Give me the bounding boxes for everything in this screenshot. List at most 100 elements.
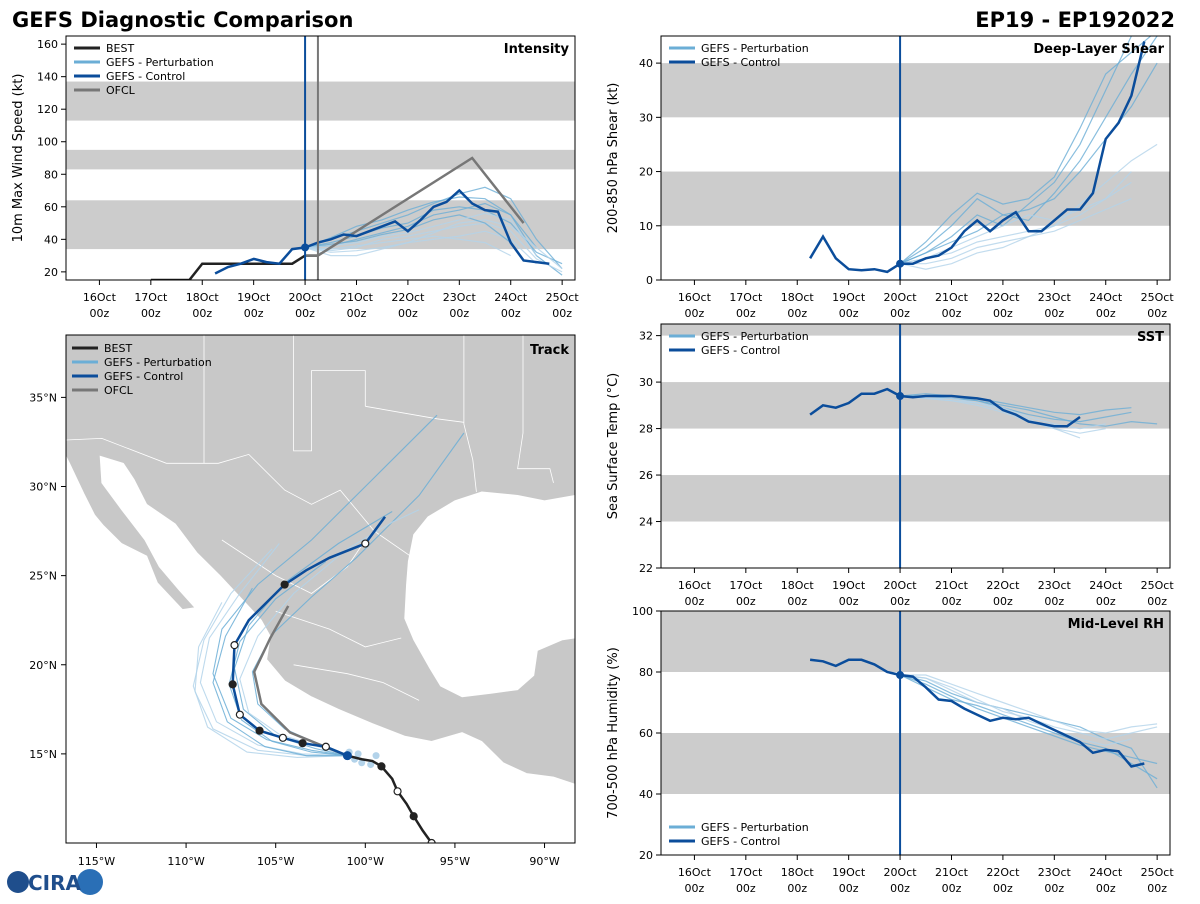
plot-area (66, 36, 575, 280)
y-tick-label: 15°N (29, 748, 57, 761)
y-tick-label: 25°N (29, 570, 57, 583)
legend-label-control: GEFS - Control (701, 344, 780, 357)
x-tick-hour: 00z (398, 307, 418, 320)
current-position (342, 751, 352, 761)
y-tick-label: 30°N (29, 481, 57, 494)
y-tick-label: 28 (639, 423, 653, 436)
x-tick-day: 17Oct (134, 291, 168, 304)
x-tick-day: 16Oct (678, 579, 712, 592)
x-tick-hour: 00z (942, 307, 962, 320)
perturbation-point (354, 750, 362, 758)
x-tick-day: 23Oct (1038, 866, 1072, 879)
x-tick-day: 17Oct (729, 579, 763, 592)
plot-area (661, 324, 1170, 568)
x-tick-day: 20Oct (884, 579, 918, 592)
legend-label-perturbation: GEFS - Perturbation (701, 330, 809, 343)
legend-label-perturbation: GEFS - Perturbation (106, 56, 214, 69)
storm-id-title: EP19 - EP192022 (975, 8, 1175, 32)
shear-panel: 0 10 20 30 40 16Oct 00z 17Oct 00z 18Oct 00z 19Oct 00… (606, 35, 1174, 320)
perturbation-line (899, 36, 1158, 265)
x-tick-day: 21Oct (935, 579, 969, 592)
x-tick-day: 24Oct (1089, 866, 1123, 879)
threshold-band (661, 324, 1170, 336)
x-tick-hour: 00z (787, 307, 807, 320)
figure-title: GEFS Diagnostic Comparison (12, 8, 353, 32)
x-tick-hour: 00z (839, 307, 859, 320)
x-tick-day: 16Oct (678, 291, 712, 304)
x-tick-label: 95°W (440, 855, 470, 868)
control-track-point (278, 733, 287, 742)
x-tick-hour: 00z (552, 307, 572, 320)
perturbation-point (367, 761, 375, 769)
x-tick-day: 17Oct (729, 866, 763, 879)
perturbation-track (228, 560, 348, 757)
best-track (347, 754, 433, 843)
perturbation-line (899, 181, 1132, 270)
x-tick-hour: 00z (839, 595, 859, 608)
threshold-band (66, 149, 575, 170)
panel-title: Deep-Layer Shear (1033, 42, 1164, 57)
control-track-point (361, 539, 370, 548)
x-tick-hour: 00z (1147, 307, 1167, 320)
x-tick-hour: 00z (347, 307, 367, 320)
perturbation-line (899, 674, 1158, 780)
control-track-point (235, 710, 244, 719)
threshold-band (661, 382, 1170, 429)
best-track-point (377, 762, 386, 771)
x-tick-hour: 00z (736, 307, 756, 320)
x-tick-hour: 00z (890, 595, 910, 608)
y-tick-label: 40 (639, 788, 653, 801)
y-tick-label: 120 (37, 103, 58, 116)
x-tick-hour: 00z (141, 307, 161, 320)
x-tick-day: 16Oct (678, 866, 712, 879)
land-mass (66, 335, 575, 785)
axes-frame (65, 35, 576, 281)
x-tick-hour: 00z (1096, 882, 1116, 895)
perturbation-line (304, 219, 563, 270)
x-tick-label: 115°W (78, 855, 115, 868)
map-area (66, 335, 575, 843)
threshold-band (661, 63, 1170, 118)
perturbation-track (212, 587, 348, 757)
x-tick-hour: 00z (685, 307, 705, 320)
state-border (517, 335, 554, 483)
init-marker (896, 671, 905, 680)
x-tick-day: 20Oct (884, 866, 918, 879)
panel-title: Intensity (504, 42, 570, 57)
y-tick-label: 35°N (29, 391, 57, 404)
y-tick-label: 30 (639, 111, 653, 124)
y-axis-label: 200-850 hPa Shear (kt) (606, 83, 621, 234)
legend-label-ofcl: OFCL (106, 84, 136, 97)
control-line (809, 41, 1146, 274)
x-tick-hour: 00z (1044, 307, 1064, 320)
state-border (66, 437, 416, 560)
x-tick-hour: 00z (890, 307, 910, 320)
plot-area (661, 36, 1170, 280)
threshold-band (661, 171, 1170, 226)
x-tick-day: 19Oct (237, 291, 271, 304)
x-tick-hour: 00z (1096, 595, 1116, 608)
x-tick-hour: 00z (993, 595, 1013, 608)
y-tick-label: 20 (44, 266, 58, 279)
best-track-point (409, 812, 418, 821)
legend-label-perturbation: GEFS - Perturbation (701, 42, 809, 55)
perturbation-track (192, 548, 348, 758)
control-track-point (228, 680, 237, 689)
legend-label-control: GEFS - Control (701, 835, 780, 848)
x-tick-day: 25Oct (546, 291, 580, 304)
state-border (293, 335, 366, 452)
x-tick-hour: 00z (1147, 882, 1167, 895)
x-tick-day: 17Oct (729, 291, 763, 304)
track-panel: 115°W 110°W 105°W 100°W 95°W 90°W 15°N 20°N 25°N… (29, 334, 576, 868)
x-tick-hour: 00z (787, 882, 807, 895)
legend-label-perturbation: GEFS - Perturbation (104, 356, 212, 369)
x-tick-hour: 00z (839, 882, 859, 895)
x-tick-day: 25Oct (1141, 866, 1175, 879)
legend-label-control: GEFS - Control (104, 370, 183, 383)
x-tick-hour: 00z (993, 307, 1013, 320)
x-tick-hour: 00z (90, 307, 110, 320)
state-border (365, 405, 464, 423)
y-tick-label: 0 (646, 274, 653, 287)
